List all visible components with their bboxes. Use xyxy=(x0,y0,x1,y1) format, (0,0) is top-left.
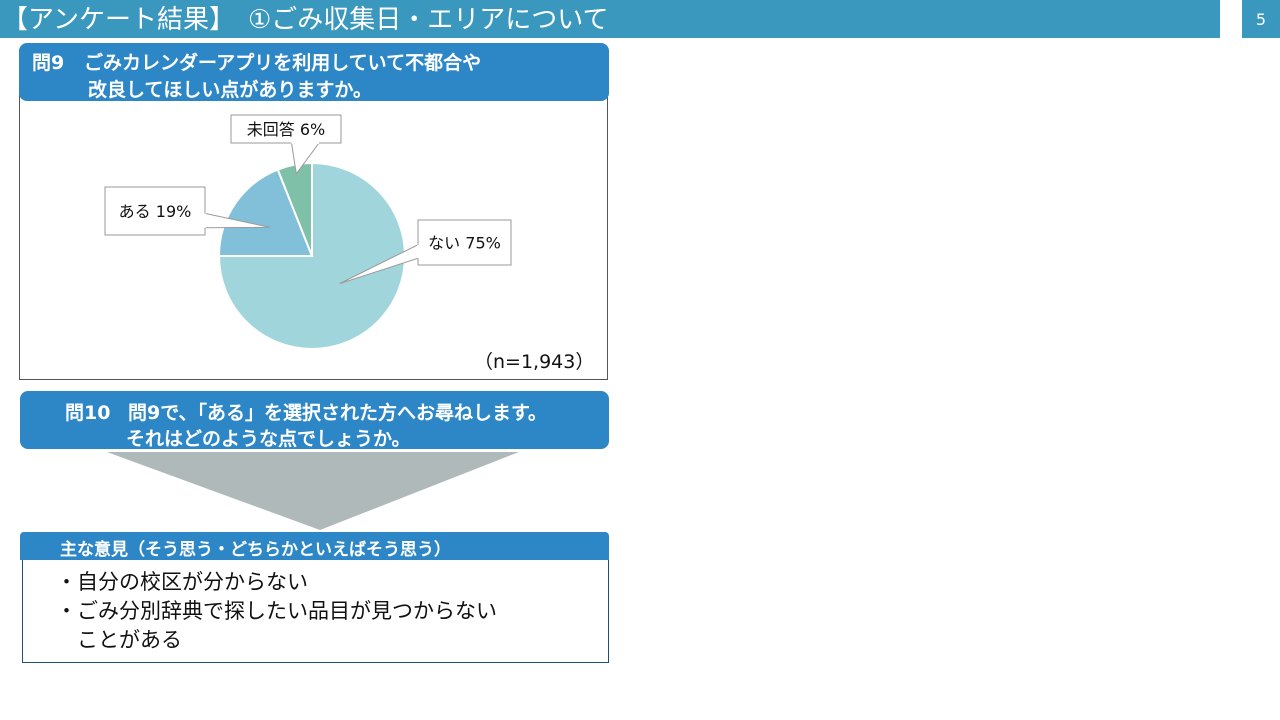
question10-header: 問10 問9で、「ある」を選択された方へお尋ねします。 それはどのような点でしょ… xyxy=(20,391,609,450)
opinions-header-label: 主な意見（そう思う・どちらかといえばそう思う） xyxy=(60,540,451,560)
sample-size-note: （n=1,943） xyxy=(474,351,595,373)
opinions-box xyxy=(22,560,609,663)
page-number: 5 xyxy=(1242,0,1280,38)
question9-header: 問9 ごみカレンダーアプリを利用していて不都合や 改良してほしい点がありますか。 xyxy=(19,43,609,101)
question9-text-line2: 改良してほしい点がありますか。 xyxy=(88,79,373,101)
pie-callouts: ない 75% ある 19% 未回答 6% xyxy=(104,114,512,285)
opinion-item: ・ごみ分別辞典で探したい品目が見つからない xyxy=(56,599,497,623)
opinions-header: 主な意見（そう思う・どちらかといえばそう思う） xyxy=(20,532,609,560)
data-label: 未回答 6% xyxy=(247,120,325,139)
question10-number: 問10 xyxy=(65,402,111,424)
down-arrow-triangle xyxy=(107,452,519,530)
data-label: ない 75% xyxy=(428,234,501,253)
callout-box xyxy=(417,219,512,266)
question9-text-line1: ごみカレンダーアプリを利用していて不都合や xyxy=(84,52,482,74)
question10-text-line1: 問9で、「ある」を選択された方へお尋ねします。 xyxy=(128,402,548,424)
slide-title: 【アンケート結果】 ①ごみ収集日・エリアについて xyxy=(0,0,1220,38)
callout-box xyxy=(230,114,342,144)
pie-slice-1 xyxy=(217,168,314,257)
opinion-item: ことがある xyxy=(56,628,182,652)
pie-slice-0 xyxy=(217,161,406,350)
pie-slices xyxy=(217,161,406,350)
data-label: ある 19% xyxy=(119,202,192,221)
callout-box xyxy=(104,186,206,236)
opinion-item: ・自分の校区が分からない xyxy=(56,570,308,594)
question10-text-line2: それはどのような点でしょうか。 xyxy=(126,428,411,450)
question9-number: 問9 xyxy=(32,52,65,74)
